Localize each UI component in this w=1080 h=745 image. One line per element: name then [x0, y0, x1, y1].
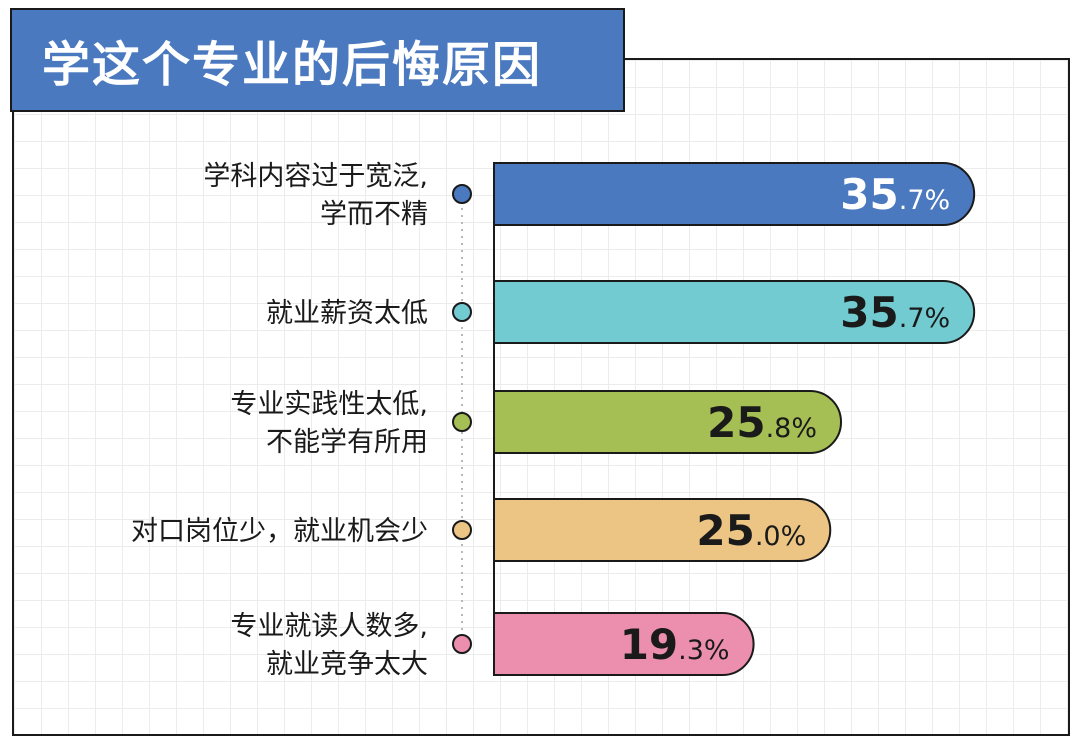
bar-connector — [493, 337, 503, 398]
value-int: 25 — [707, 398, 765, 447]
category-label-1: 就业薪资太低 — [266, 298, 428, 329]
bar-2 — [493, 390, 842, 454]
bar-3 — [493, 498, 832, 562]
value-int: 35 — [840, 170, 898, 219]
bar-connector — [493, 219, 503, 288]
bar-connector — [493, 447, 503, 506]
value-dec: .7% — [899, 185, 950, 216]
bar-1 — [493, 280, 976, 344]
category-dot-1 — [452, 302, 472, 322]
value-label-3: 25.0% — [696, 506, 806, 555]
category-label-3: 对口岗位少，就业机会少 — [131, 516, 428, 547]
category-dot-3 — [452, 520, 472, 540]
title-banner: 学这个专业的后悔原因 — [10, 8, 625, 112]
value-label-1: 35.7% — [840, 288, 950, 337]
category-label-0: 学科内容过于宽泛, — [203, 161, 428, 192]
value-dec: .7% — [899, 303, 950, 334]
category-label-2: 不能学有所用 — [266, 427, 428, 458]
bar-connector — [493, 555, 503, 620]
value-dec: .8% — [766, 413, 817, 444]
category-label-0: 学而不精 — [320, 199, 428, 230]
value-int: 19 — [620, 620, 678, 669]
category-dot-0 — [452, 184, 472, 204]
value-label-4: 19.3% — [620, 620, 730, 669]
category-label-4: 专业就读人数多, — [230, 611, 428, 642]
category-dot-4 — [452, 634, 472, 654]
category-label-4: 就业竞争太大 — [266, 649, 428, 680]
category-label-2: 专业实践性太低, — [230, 389, 428, 420]
value-label-0: 35.7% — [840, 170, 950, 219]
value-int: 25 — [696, 506, 754, 555]
category-dot-2 — [452, 412, 472, 432]
bar-4 — [493, 612, 755, 676]
value-label-2: 25.8% — [707, 398, 817, 447]
chart-title: 学这个专业的后悔原因 — [42, 37, 543, 93]
value-int: 35 — [840, 288, 898, 337]
value-dec: .0% — [755, 521, 806, 552]
value-dec: .3% — [678, 635, 729, 666]
bar-0 — [493, 162, 976, 226]
